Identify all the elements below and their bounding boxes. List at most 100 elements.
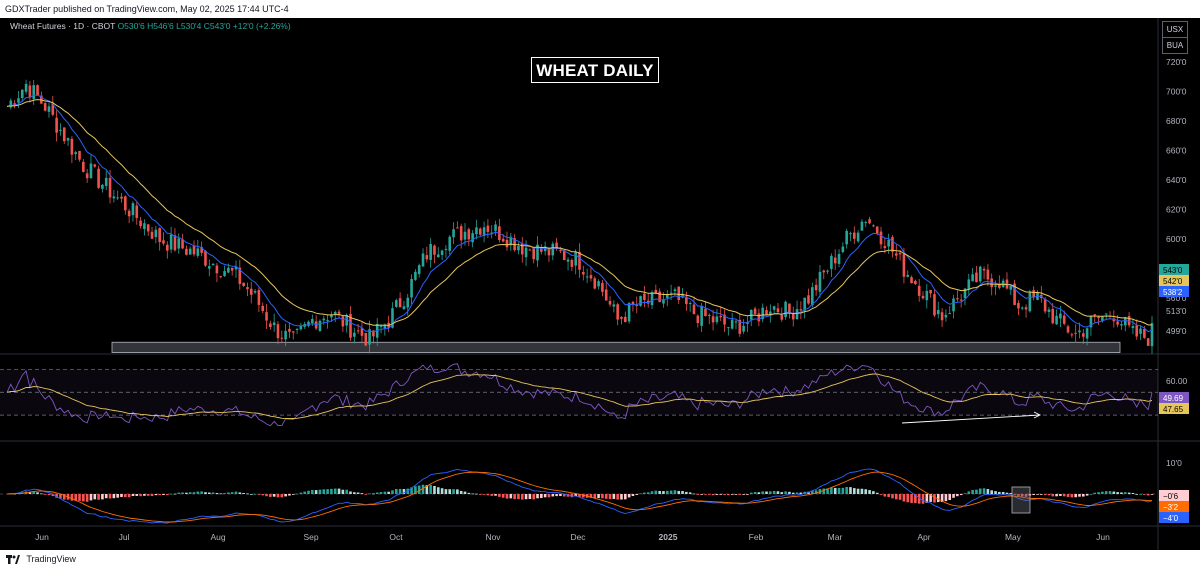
histogram-bar <box>475 493 478 495</box>
candle-body <box>883 246 887 249</box>
histogram-bar <box>448 489 452 494</box>
histogram-bar <box>211 492 215 494</box>
histogram-bar <box>326 489 329 494</box>
histogram-bar <box>849 487 852 494</box>
candle-body <box>826 270 829 272</box>
currency-unit-button[interactable]: USX <box>1162 21 1188 38</box>
histogram-bar <box>387 491 390 494</box>
candle-body <box>627 303 631 322</box>
histogram-bar <box>730 494 734 495</box>
candle-body <box>444 248 448 250</box>
candle-body <box>1146 338 1150 346</box>
price-tick-label: 680'0 <box>1166 116 1187 126</box>
histogram-bar <box>70 494 74 501</box>
histogram-bar <box>62 494 66 500</box>
candle-body <box>654 289 658 293</box>
candle-body <box>517 246 520 251</box>
histogram-bar <box>1116 492 1119 494</box>
histogram-bar <box>917 494 921 504</box>
candle-body <box>120 196 123 199</box>
histogram-bar <box>597 494 600 499</box>
candle-body <box>700 305 703 326</box>
candle-body <box>723 314 726 325</box>
histogram-bar <box>646 492 650 494</box>
histogram-bar <box>620 494 623 500</box>
candle-body <box>166 244 169 251</box>
candle-body <box>795 309 799 320</box>
candle-body <box>799 309 803 311</box>
candle-body <box>906 274 910 277</box>
histogram-bar <box>391 490 394 494</box>
histogram-bar <box>1062 494 1066 497</box>
footer-brand: TradingView <box>26 554 76 564</box>
histogram-bar <box>562 494 566 497</box>
histogram-bar <box>1120 492 1123 494</box>
price-tick-label: 620'0 <box>1166 205 1187 215</box>
candle-body <box>784 301 787 318</box>
histogram-bar <box>1040 494 1043 495</box>
histogram-bar <box>582 494 585 498</box>
macd-line <box>6 468 1153 524</box>
candle-body <box>860 221 864 231</box>
time-tick-label: Sep <box>303 532 318 542</box>
histogram-bar <box>776 491 780 494</box>
ema-slow-line <box>6 99 1153 326</box>
histogram-bar <box>322 489 326 494</box>
candle-body <box>1078 330 1081 333</box>
candle-body <box>135 205 139 218</box>
candle-body <box>1074 332 1077 334</box>
candle-body <box>1131 326 1135 329</box>
candle-body <box>215 265 219 274</box>
ohlc-change: +12'0 (+2.26%) <box>232 21 291 31</box>
candle-body <box>555 242 558 249</box>
candle-body <box>662 299 665 304</box>
histogram-bar <box>402 488 406 494</box>
time-tick-label: Apr <box>917 532 930 542</box>
candle-body <box>761 307 764 320</box>
candle-body <box>337 311 341 314</box>
candle-body <box>234 266 238 270</box>
candle-body <box>1101 316 1104 321</box>
price-label-text: 538'2 <box>1163 288 1183 297</box>
histogram-bar <box>711 494 715 496</box>
candle-body <box>578 251 581 270</box>
histogram-bar <box>433 486 436 494</box>
candle-body <box>933 294 936 316</box>
histogram-bar <box>643 492 646 494</box>
histogram-bar <box>1139 493 1142 495</box>
histogram-bar <box>574 494 577 497</box>
price-tick-label: 660'0 <box>1166 146 1187 156</box>
chart-canvas[interactable]: 720'0700'0680'0660'0640'0620'0600'0580'0… <box>0 18 1200 550</box>
price-label-text: 542'0 <box>1163 277 1183 286</box>
histogram-bar <box>902 494 906 502</box>
candle-body <box>364 332 368 346</box>
histogram-bar <box>707 494 711 495</box>
candle-body <box>872 225 875 227</box>
histogram-bar <box>1066 494 1070 497</box>
histogram-bar <box>120 494 123 498</box>
candle-body <box>410 278 413 298</box>
candle-body <box>288 328 291 332</box>
chart-area[interactable]: 720'0700'0680'0660'0640'0620'0600'0580'0… <box>0 18 1200 550</box>
histogram-bar <box>127 494 131 498</box>
candle-body <box>181 239 184 249</box>
candle-body <box>326 320 329 322</box>
histogram-bar <box>1070 494 1074 498</box>
histogram-bar <box>685 491 688 494</box>
histogram-bar <box>589 494 593 498</box>
candle-body <box>940 312 944 321</box>
histogram-bar <box>1013 494 1016 495</box>
histogram-bar <box>360 493 364 494</box>
candle-body <box>757 313 761 322</box>
histogram-bar <box>364 494 368 495</box>
candle-body <box>833 257 837 264</box>
currency-code-button[interactable]: BUA <box>1162 37 1188 54</box>
histogram-bar <box>345 489 348 494</box>
histogram-bar <box>936 494 940 503</box>
publish-text: GDXTrader published on TradingView.com, … <box>5 4 289 14</box>
histogram-bar <box>814 490 818 494</box>
highlight-box <box>1011 486 1031 514</box>
histogram-bar <box>116 494 119 498</box>
candle-body <box>570 259 574 267</box>
candle-body <box>891 237 894 252</box>
